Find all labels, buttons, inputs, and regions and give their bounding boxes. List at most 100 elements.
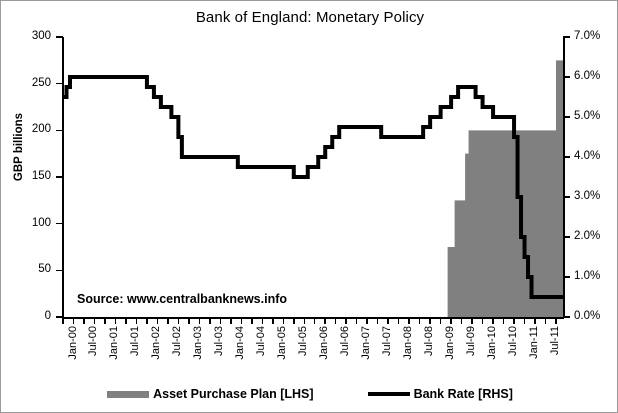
x-axis-tick-mark — [334, 318, 337, 324]
x-axis-tick-mark — [114, 318, 117, 324]
right-axis-tick-label: 2.0% — [574, 230, 601, 242]
x-axis-tick-label: Jan-09 — [444, 326, 457, 360]
left-axis-tick-mark — [56, 316, 63, 318]
right-axis-tick-mark — [563, 236, 570, 238]
left-axis-line — [62, 37, 64, 318]
right-axis-tick-label: 7.0% — [574, 30, 601, 42]
x-axis-tick-mark — [450, 318, 452, 324]
x-axis-tick-label: Jul-11 — [549, 326, 562, 356]
x-axis-tick-label: Jan-06 — [318, 326, 331, 360]
left-axis-tick-mark — [56, 129, 63, 132]
right-axis-tick-label: 1.0% — [574, 270, 601, 282]
x-axis-tick-mark — [240, 318, 243, 324]
left-axis-tick-label: 0 — [44, 310, 51, 322]
left-axis-tick-mark — [56, 36, 63, 38]
right-axis-tick-mark — [563, 116, 570, 118]
x-axis-tick-mark — [62, 318, 64, 324]
right-axis-tick-mark — [563, 36, 570, 38]
right-axis-tick-mark — [563, 156, 570, 158]
x-axis-tick-mark — [366, 318, 368, 324]
legend-label-bank-rate: Bank Rate [RHS] — [413, 387, 513, 401]
right-axis-tick-label: 6.0% — [574, 70, 601, 82]
x-axis-tick-label: Jul-04 — [255, 326, 268, 356]
left-axis-tick-mark — [56, 176, 63, 178]
legend-item-asset-purchase-plan: Asset Purchase Plan [LHS] — [107, 387, 314, 401]
x-axis-tick-label: Jul-07 — [381, 326, 394, 356]
x-axis-tick-mark — [418, 318, 421, 324]
x-axis-tick-mark — [93, 318, 96, 324]
right-axis-tick-mark — [563, 196, 570, 198]
right-axis-tick-mark — [563, 316, 570, 318]
x-axis-tick-label: Jan-04 — [234, 326, 247, 360]
x-axis-tick-mark — [355, 318, 358, 324]
x-axis-tick-label: Jan-02 — [150, 326, 163, 360]
x-axis-tick-mark — [293, 318, 295, 324]
x-axis-tick-label: Jul-01 — [129, 326, 142, 356]
x-axis-tick-mark — [167, 318, 169, 324]
x-axis-tick-mark — [397, 318, 400, 324]
x-axis-line — [62, 317, 564, 319]
left-axis-tick-label: 100 — [31, 216, 51, 229]
x-axis-tick-label: Jul-09 — [465, 326, 478, 356]
x-axis-tick-mark — [146, 318, 148, 324]
left-axis-tick-mark — [56, 222, 63, 225]
x-axis-tick-mark — [345, 318, 347, 324]
x-axis-tick-label: Jul-02 — [171, 326, 184, 356]
x-axis-tick-mark — [376, 318, 379, 324]
right-axis-line — [563, 37, 565, 318]
x-axis-tick-mark — [502, 318, 505, 324]
x-axis-tick-mark — [534, 318, 536, 324]
right-axis-tick-mark — [563, 76, 570, 78]
x-axis-tick-label: Jul-05 — [297, 326, 310, 356]
left-axis-tick-label: 50 — [38, 263, 51, 276]
x-axis-tick-mark — [387, 318, 389, 324]
x-axis-tick-mark — [313, 318, 316, 324]
left-axis-tick-label: 300 — [31, 30, 51, 42]
x-axis-tick-mark — [188, 318, 190, 324]
plot-area — [63, 37, 563, 317]
x-axis-tick-mark — [324, 318, 326, 324]
source-note: Source: www.centralbanknews.info — [77, 292, 287, 306]
x-axis-tick-mark — [544, 318, 547, 324]
right-axis-tick-label: 5.0% — [574, 110, 601, 122]
legend-swatch-area-icon — [107, 390, 150, 398]
x-axis-tick-mark — [272, 318, 274, 324]
right-axis-tick-label: 3.0% — [574, 190, 601, 202]
x-axis-tick-label: Jan-00 — [66, 326, 79, 360]
x-axis-tick-mark — [429, 318, 431, 324]
x-axis-tick-mark — [251, 318, 253, 324]
plot-svg — [63, 60, 563, 317]
x-axis-tick-label: Jul-08 — [423, 326, 436, 356]
x-axis-tick-mark — [408, 318, 410, 324]
left-axis-tick-label: 150 — [31, 170, 51, 182]
x-axis-tick-mark — [104, 318, 106, 324]
left-axis-tick-label: 250 — [31, 76, 51, 89]
left-axis-tick-mark — [56, 269, 63, 272]
chart-title: Bank of England: Monetary Policy — [195, 9, 425, 26]
x-axis-tick-mark — [261, 318, 264, 324]
x-axis-tick-mark — [156, 318, 159, 324]
y-axis-title: GBP billions — [13, 112, 25, 182]
x-axis-tick-mark — [513, 318, 515, 324]
x-axis-tick-mark — [460, 318, 463, 324]
x-axis-tick-mark — [555, 318, 557, 324]
x-axis-tick-mark — [439, 318, 442, 324]
x-axis-tick-label: Jan-05 — [276, 326, 289, 360]
x-axis-tick-mark — [230, 318, 232, 324]
left-axis-tick-label: 200 — [31, 123, 51, 136]
chart-legend: Asset Purchase Plan [LHS] Bank Rate [RHS… — [1, 387, 618, 401]
x-axis-tick-mark — [177, 318, 180, 324]
right-axis-tick-mark — [563, 276, 570, 278]
x-axis-tick-label: Jul-00 — [87, 326, 100, 356]
x-axis-tick-mark — [303, 318, 305, 324]
x-axis-tick-label: Jan-11 — [528, 326, 541, 359]
right-axis-tick-label: 0.0% — [574, 310, 601, 322]
x-axis-tick-label: Jan-08 — [402, 326, 415, 360]
x-axis-tick-label: Jan-03 — [192, 326, 205, 360]
x-axis-tick-label: Jul-10 — [507, 326, 520, 356]
x-axis-tick-mark — [72, 318, 75, 324]
x-axis-tick-label: Jan-01 — [108, 326, 121, 360]
x-axis-tick-mark — [492, 318, 494, 324]
asset-purchase-plan-area — [63, 60, 563, 317]
